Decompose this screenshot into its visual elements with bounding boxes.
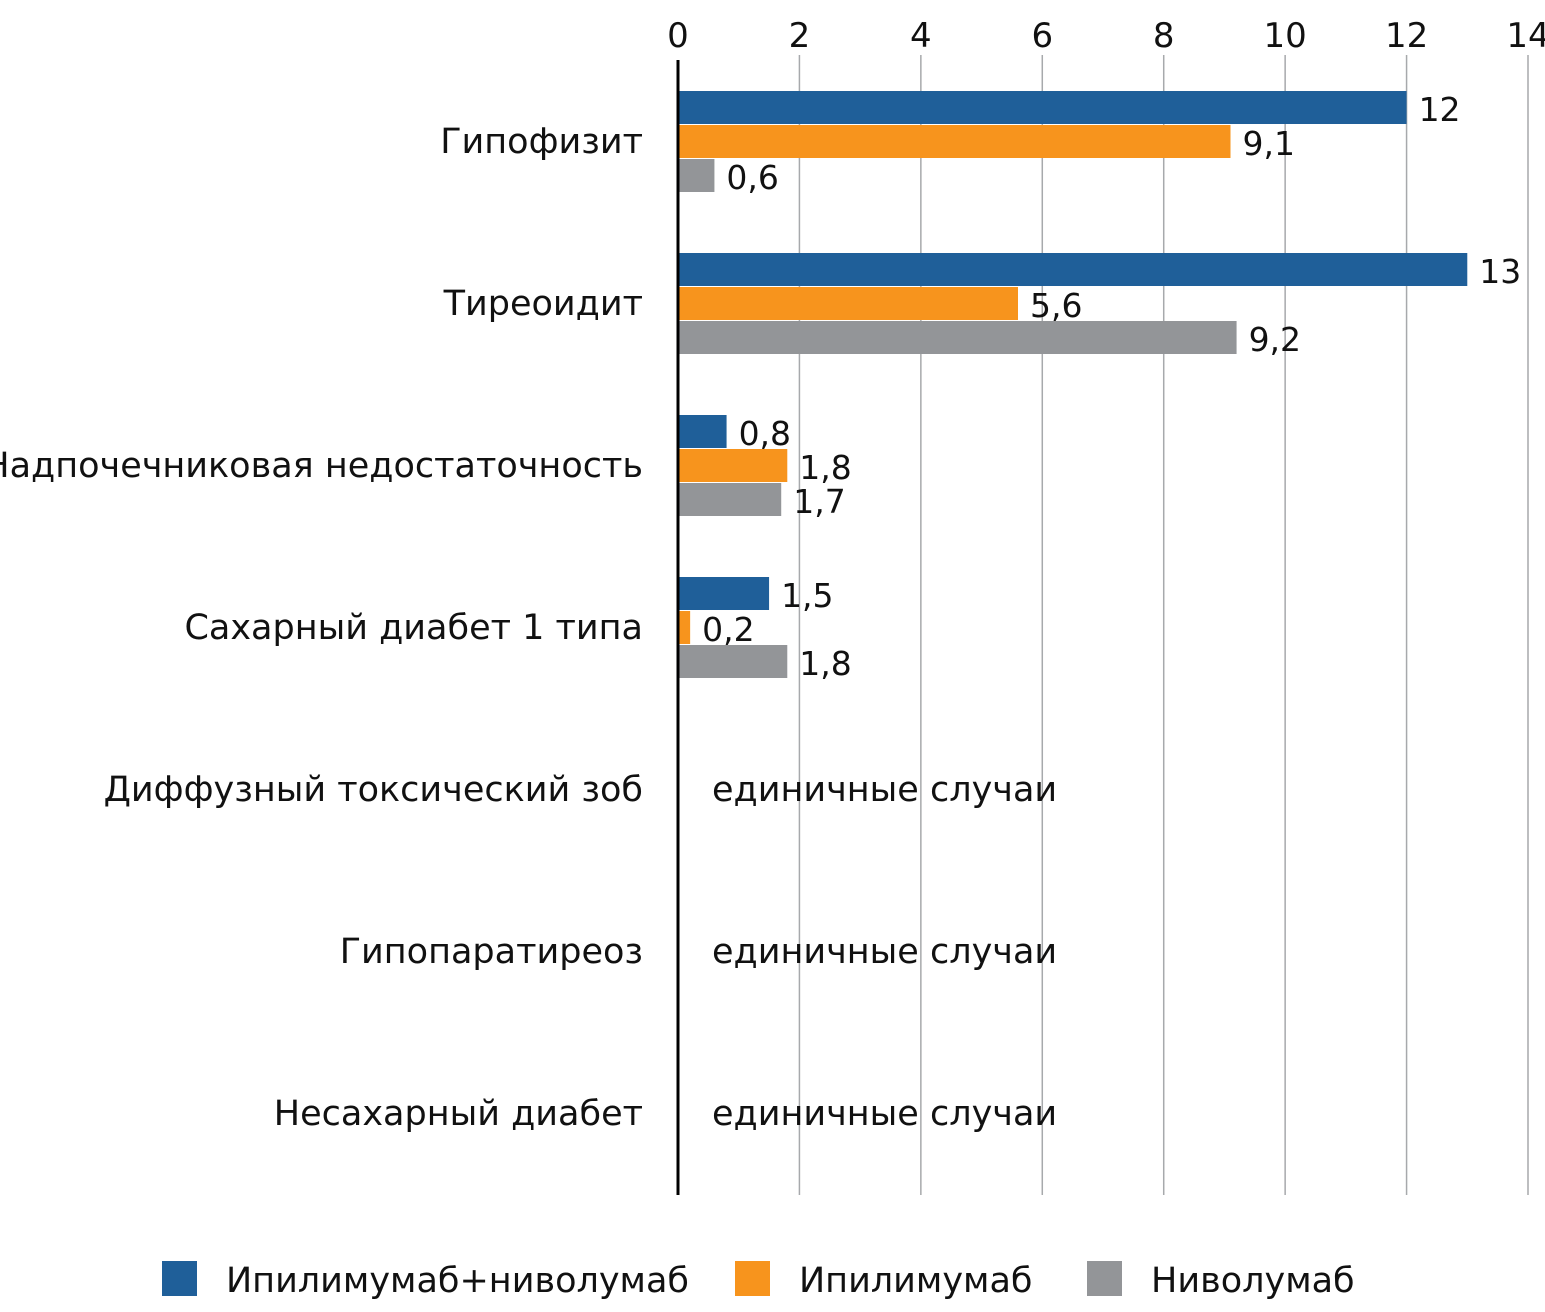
bar (678, 415, 727, 448)
x-tick-label: 0 (667, 16, 689, 56)
annotation-label: единичные случаи (712, 770, 1057, 810)
x-tick-label: 2 (789, 16, 811, 56)
legend-label: Ниволумаб (1151, 1261, 1355, 1301)
bar (678, 159, 715, 192)
data-label: 1,5 (781, 576, 833, 615)
data-label: 1,8 (799, 448, 851, 487)
bar (678, 125, 1231, 158)
data-label: 0,2 (702, 610, 754, 649)
legend-swatch (1087, 1261, 1122, 1296)
bar (678, 91, 1407, 124)
x-tick-label: 14 (1506, 16, 1545, 56)
data-label: 0,8 (739, 414, 791, 453)
legend-label: Ипилимумаб (799, 1261, 1032, 1301)
legend-swatch (735, 1261, 770, 1296)
x-tick-label: 4 (910, 16, 932, 56)
bar (678, 321, 1237, 354)
x-tick-label: 10 (1264, 16, 1307, 56)
x-tick-label: 8 (1153, 16, 1175, 56)
gridlines (798, 55, 1529, 1195)
bars: 129,10,6135,69,20,81,81,71,50,21,8единич… (678, 90, 1521, 1134)
legend-swatch (162, 1261, 197, 1296)
legend: Ипилимумаб+ниволумаб Ипилимумаб Ниволумаб (162, 1261, 1355, 1301)
legend-label: Ипилимумаб+ниволумаб (226, 1261, 689, 1301)
category-labels: Гипофизит Тиреоидит Надпочечниковая недост… (0, 122, 643, 1134)
category-label: Надпочечниковая недостаточность (0, 446, 643, 486)
data-label: 13 (1479, 252, 1521, 291)
x-tick-label: 6 (1031, 16, 1053, 56)
bar (678, 577, 770, 610)
data-label: 9,2 (1249, 320, 1301, 359)
bar (678, 449, 788, 482)
bar (678, 483, 782, 516)
annotation-label: единичные случаи (712, 932, 1057, 972)
data-label: 5,6 (1030, 286, 1082, 325)
category-label: Гипопаратиреоз (340, 932, 643, 972)
category-label: Сахарный диабет 1 типа (184, 608, 643, 648)
bar (678, 253, 1468, 286)
bar (678, 611, 691, 644)
category-label: Несахарный диабет (274, 1094, 643, 1134)
data-label: 9,1 (1243, 124, 1295, 163)
bar (678, 287, 1018, 320)
x-axis-ticks: 0 2 4 6 8 10 12 14 (667, 16, 1545, 56)
category-label: Тиреоидит (443, 284, 643, 324)
data-label: 0,6 (726, 158, 778, 197)
data-label: 1,8 (799, 644, 851, 683)
category-label: Диффузный токсический зоб (104, 770, 643, 810)
data-label: 12 (1419, 90, 1461, 129)
bar (678, 645, 788, 678)
category-label: Гипофизит (440, 122, 643, 162)
annotation-label: единичные случаи (712, 1094, 1057, 1134)
data-label: 1,7 (793, 482, 845, 521)
x-tick-label: 12 (1385, 16, 1428, 56)
